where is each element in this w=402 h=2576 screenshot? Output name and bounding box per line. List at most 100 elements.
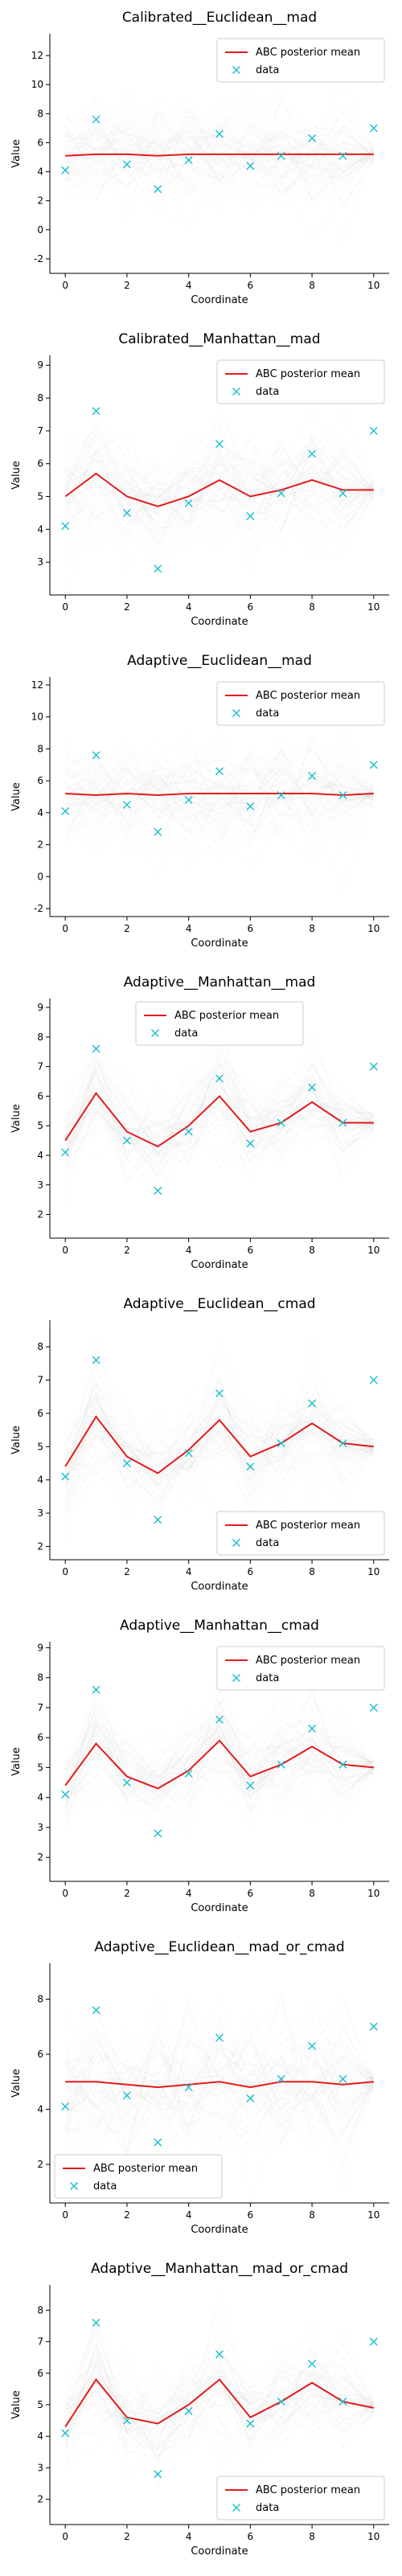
sample-line (64, 96, 374, 221)
sample-line (64, 1399, 374, 1516)
data-point (308, 2041, 317, 2050)
sample-line (65, 443, 374, 523)
y-tick-label: 3 (37, 2462, 43, 2473)
sample-line (64, 1057, 374, 1180)
x-tick-label: 6 (248, 1245, 254, 1256)
sample-line (64, 1713, 374, 1817)
data-point (215, 129, 224, 138)
sample-line (65, 69, 375, 181)
sample-line (65, 2318, 375, 2464)
y-axis-label: Value (10, 2069, 23, 2098)
sample-line (64, 2365, 374, 2422)
sample-line (65, 753, 374, 831)
sample-line (64, 1077, 375, 1180)
sample-line (64, 1710, 374, 1797)
sample-line (65, 125, 374, 214)
data-point (92, 2006, 100, 2015)
chart-title: Adaptive__Euclidean__mad (127, 653, 312, 669)
sample-line (64, 2365, 375, 2447)
sample-line (64, 1403, 374, 1481)
sample-line (64, 2364, 375, 2451)
y-tick-label: 2 (37, 1852, 43, 1863)
sample-line (64, 1397, 374, 1520)
y-tick-label: 7 (37, 1061, 43, 1073)
y-tick-label: 9 (37, 359, 43, 371)
sample-line (65, 757, 375, 843)
x-tick-label: 6 (248, 601, 254, 613)
sample-line (64, 2322, 374, 2487)
x-tick-label: 2 (124, 2531, 130, 2542)
legend-label-mean: ABC posterior mean (256, 1520, 360, 1532)
sample-line (64, 738, 374, 829)
data-point (308, 772, 317, 781)
sample-line (65, 470, 374, 550)
sample-line (65, 109, 374, 186)
data-point (92, 2319, 100, 2328)
sample-line (65, 769, 374, 844)
legend-box (216, 38, 385, 83)
x-axis-label: Coordinate (191, 2545, 248, 2558)
y-tick-label: 6 (37, 1090, 43, 1101)
data-point (246, 802, 255, 810)
y-tick-label: 6 (37, 1732, 43, 1743)
sample-line (64, 1395, 374, 1488)
sample-line (64, 1742, 374, 1790)
sample-line (64, 2371, 374, 2442)
sample-line (65, 130, 374, 210)
sample-line (64, 2344, 375, 2449)
sample-line (64, 1686, 374, 1823)
sample-line (65, 752, 374, 834)
sample-line (64, 2363, 374, 2471)
sample-line (65, 472, 374, 531)
y-tick-label: 7 (37, 1702, 43, 1713)
x-tick-label: 10 (367, 1566, 379, 1577)
sample-line (65, 2020, 374, 2155)
sample-line (64, 1730, 374, 1808)
legend-data-swatch (232, 66, 240, 74)
sample-line (64, 2024, 374, 2129)
sample-line (64, 2028, 374, 2131)
sample-line (65, 2055, 375, 2155)
y-tick-label: 2 (37, 2494, 43, 2505)
sample-line (65, 2374, 374, 2441)
sample-line (64, 2011, 375, 2163)
sample-line (64, 1398, 375, 1483)
data-point (215, 1389, 224, 1398)
x-tick-label: 0 (62, 2209, 68, 2221)
sample-line (64, 1721, 374, 1811)
sample-line (64, 2032, 375, 2129)
sample-line (65, 2025, 374, 2134)
sample-line (64, 457, 374, 537)
sample-line (64, 2000, 375, 2150)
x-tick-label: 10 (367, 1888, 379, 1899)
sample-line (64, 1381, 374, 1487)
sample-line (64, 1724, 374, 1810)
sample-line (65, 134, 374, 214)
data-point (277, 2074, 285, 2083)
sample-line (65, 2002, 375, 2158)
sample-line (64, 2006, 374, 2121)
y-axis-label: Value (10, 139, 23, 168)
data-point (184, 156, 193, 165)
x-tick-label: 0 (62, 1566, 68, 1577)
sample-line (65, 757, 374, 822)
y-tick-label: 8 (37, 2304, 43, 2316)
sample-line (65, 444, 375, 535)
sample-line (64, 1401, 374, 1488)
sample-line (64, 1340, 375, 1496)
sample-line (64, 1397, 374, 1474)
data-point (277, 489, 285, 498)
posterior-samples (64, 69, 375, 244)
sample-line (65, 752, 375, 834)
sample-line (64, 1413, 374, 1487)
sample-line (65, 117, 375, 185)
data-point (61, 2429, 70, 2438)
sample-line (64, 2368, 375, 2463)
sample-line (64, 1399, 374, 1505)
legend-data-swatch (151, 1029, 159, 1037)
sample-line (64, 1700, 375, 1808)
legend-box (216, 2476, 385, 2521)
data-point (184, 1127, 193, 1136)
sample-line (64, 738, 375, 850)
sample-line (64, 127, 374, 195)
